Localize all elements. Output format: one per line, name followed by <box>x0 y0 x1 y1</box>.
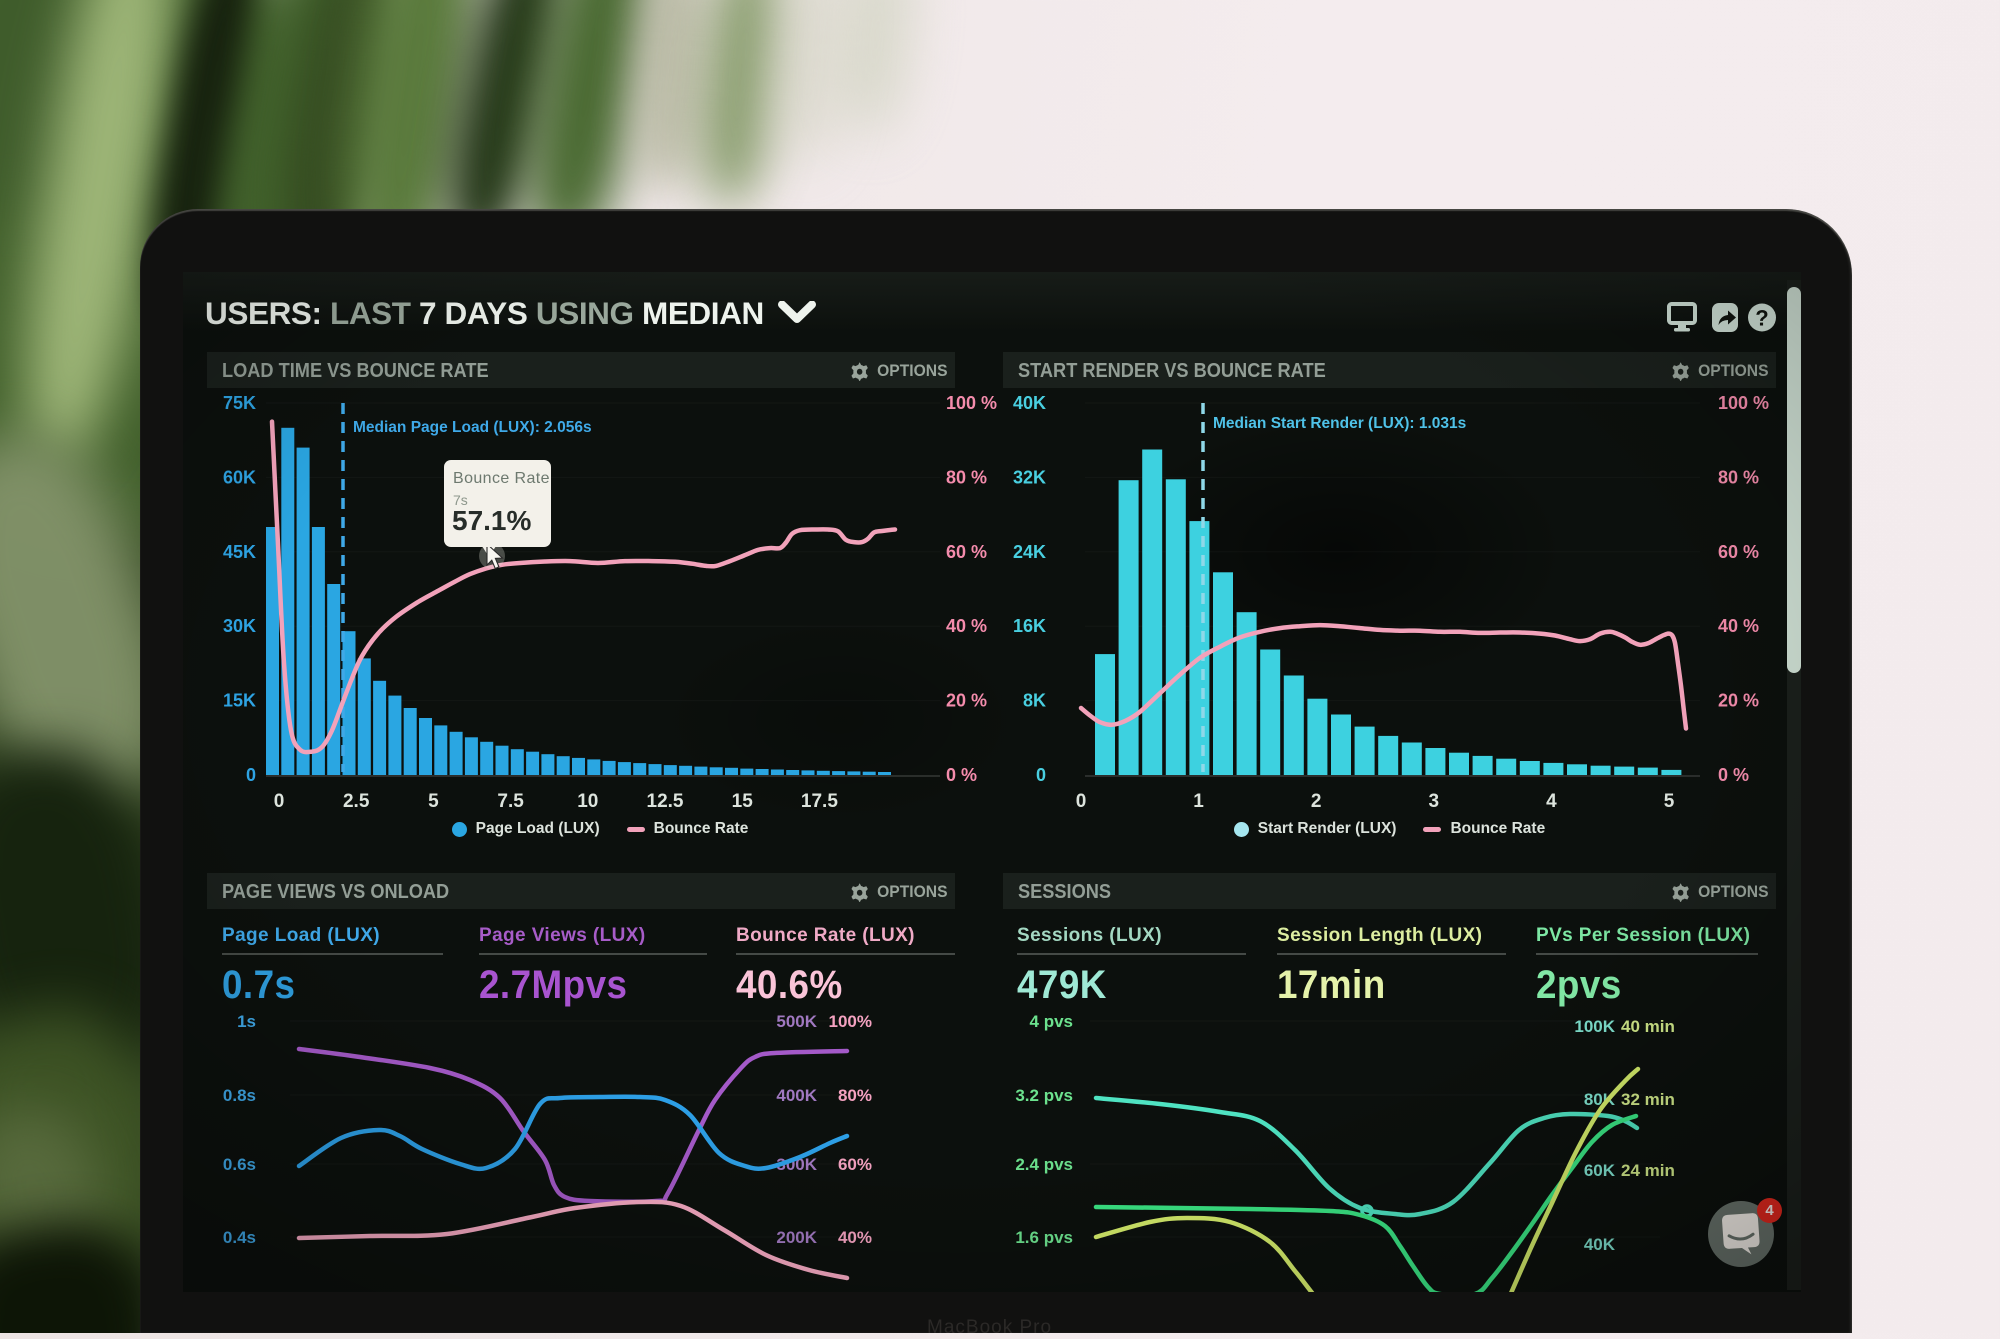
svg-text:32K: 32K <box>1013 467 1046 487</box>
svg-text:500K: 500K <box>776 1012 817 1031</box>
svg-text:200K: 200K <box>776 1228 817 1247</box>
svg-text:15: 15 <box>732 791 754 812</box>
svg-text:0.6s: 0.6s <box>223 1155 256 1174</box>
svg-text:40%: 40% <box>838 1228 872 1247</box>
svg-text:30K: 30K <box>223 616 256 636</box>
svg-text:17.5: 17.5 <box>801 791 838 812</box>
svg-text:100 %: 100 % <box>1718 393 1769 413</box>
svg-text:1.6 pvs: 1.6 pvs <box>1015 1228 1073 1247</box>
svg-text:80 %: 80 % <box>1718 467 1759 487</box>
svg-text:100 %: 100 % <box>946 393 997 413</box>
svg-text:1s: 1s <box>237 1012 256 1031</box>
svg-text:Median Page Load (LUX): 2.056s: Median Page Load (LUX): 2.056s <box>353 419 592 436</box>
svg-text:16K: 16K <box>1013 616 1046 636</box>
svg-text:20 %: 20 % <box>1718 691 1759 711</box>
svg-text:80%: 80% <box>838 1086 872 1105</box>
svg-text:Median Start Render (LUX): 1.0: Median Start Render (LUX): 1.031s <box>1213 415 1466 432</box>
svg-text:4 pvs: 4 pvs <box>1030 1012 1073 1031</box>
svg-text:80K: 80K <box>1584 1090 1616 1109</box>
svg-text:0 %: 0 % <box>1718 765 1749 785</box>
svg-text:0.4s: 0.4s <box>223 1228 256 1247</box>
svg-text:12.5: 12.5 <box>647 791 684 812</box>
svg-text:40 %: 40 % <box>946 616 987 636</box>
svg-text:24 min: 24 min <box>1621 1161 1675 1180</box>
svg-text:2.5: 2.5 <box>343 791 370 812</box>
svg-text:0 %: 0 % <box>946 765 977 785</box>
svg-text:20 %: 20 % <box>946 691 987 711</box>
svg-text:400K: 400K <box>776 1086 817 1105</box>
svg-text:75K: 75K <box>223 393 256 413</box>
svg-text:40K: 40K <box>1013 393 1046 413</box>
svg-text:0: 0 <box>1076 791 1087 812</box>
svg-text:40 %: 40 % <box>1718 616 1759 636</box>
svg-text:45K: 45K <box>223 542 256 562</box>
svg-text:3: 3 <box>1429 791 1440 812</box>
svg-text:40 min: 40 min <box>1621 1017 1675 1036</box>
svg-text:32 min: 32 min <box>1621 1090 1675 1109</box>
svg-text:2: 2 <box>1311 791 1322 812</box>
svg-text:8K: 8K <box>1023 691 1046 711</box>
svg-text:60 %: 60 % <box>946 542 987 562</box>
svg-text:60 %: 60 % <box>1718 542 1759 562</box>
svg-text:0: 0 <box>274 791 285 812</box>
svg-text:0.8s: 0.8s <box>223 1086 256 1105</box>
svg-text:0: 0 <box>246 765 256 785</box>
svg-text:1: 1 <box>1193 791 1204 812</box>
svg-text:100K: 100K <box>1574 1017 1615 1036</box>
svg-text:?: ? <box>1755 306 1768 331</box>
svg-text:0: 0 <box>1036 765 1046 785</box>
svg-text:4: 4 <box>1546 791 1557 812</box>
svg-text:15K: 15K <box>223 691 256 711</box>
svg-text:100%: 100% <box>829 1012 872 1031</box>
svg-text:3.2 pvs: 3.2 pvs <box>1015 1086 1073 1105</box>
svg-text:24K: 24K <box>1013 542 1046 562</box>
svg-text:5: 5 <box>1664 791 1675 812</box>
svg-text:60K: 60K <box>223 467 256 487</box>
svg-text:2.4 pvs: 2.4 pvs <box>1015 1155 1073 1174</box>
svg-text:10: 10 <box>577 791 598 812</box>
svg-text:60K: 60K <box>1584 1161 1616 1180</box>
svg-text:60%: 60% <box>838 1155 872 1174</box>
svg-text:80 %: 80 % <box>946 467 987 487</box>
svg-text:5: 5 <box>428 791 439 812</box>
svg-text:7.5: 7.5 <box>497 791 524 812</box>
svg-text:40K: 40K <box>1584 1235 1616 1254</box>
